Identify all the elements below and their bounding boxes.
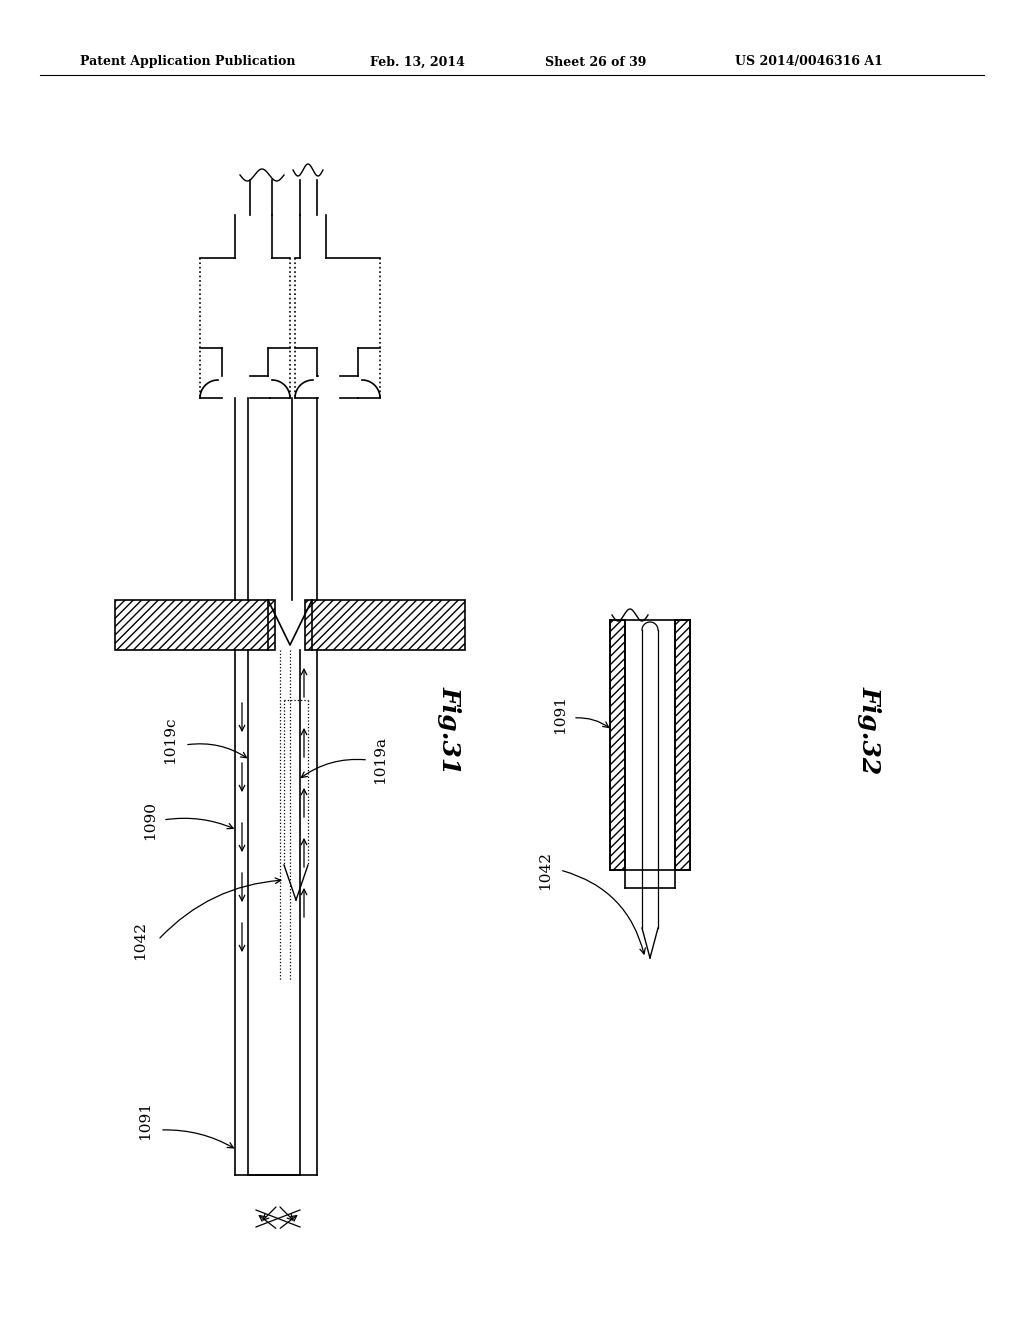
Text: 1091: 1091 [553, 696, 567, 734]
Bar [305, 601, 465, 649]
Text: 1019c: 1019c [163, 717, 177, 764]
Bar [610, 620, 625, 870]
Text: Fig.32: Fig.32 [858, 686, 882, 774]
Text: 1019a: 1019a [373, 737, 387, 784]
Text: 1042: 1042 [133, 920, 147, 960]
Bar [115, 601, 275, 649]
Text: 1091: 1091 [138, 1101, 152, 1139]
Bar [675, 620, 690, 870]
Text: 1090: 1090 [143, 800, 157, 840]
Text: US 2014/0046316 A1: US 2014/0046316 A1 [735, 55, 883, 69]
Text: 1042: 1042 [538, 850, 552, 890]
Text: Patent Application Publication: Patent Application Publication [80, 55, 296, 69]
Text: Sheet 26 of 39: Sheet 26 of 39 [545, 55, 646, 69]
Text: Fig.31: Fig.31 [438, 686, 462, 774]
Text: Feb. 13, 2014: Feb. 13, 2014 [370, 55, 465, 69]
